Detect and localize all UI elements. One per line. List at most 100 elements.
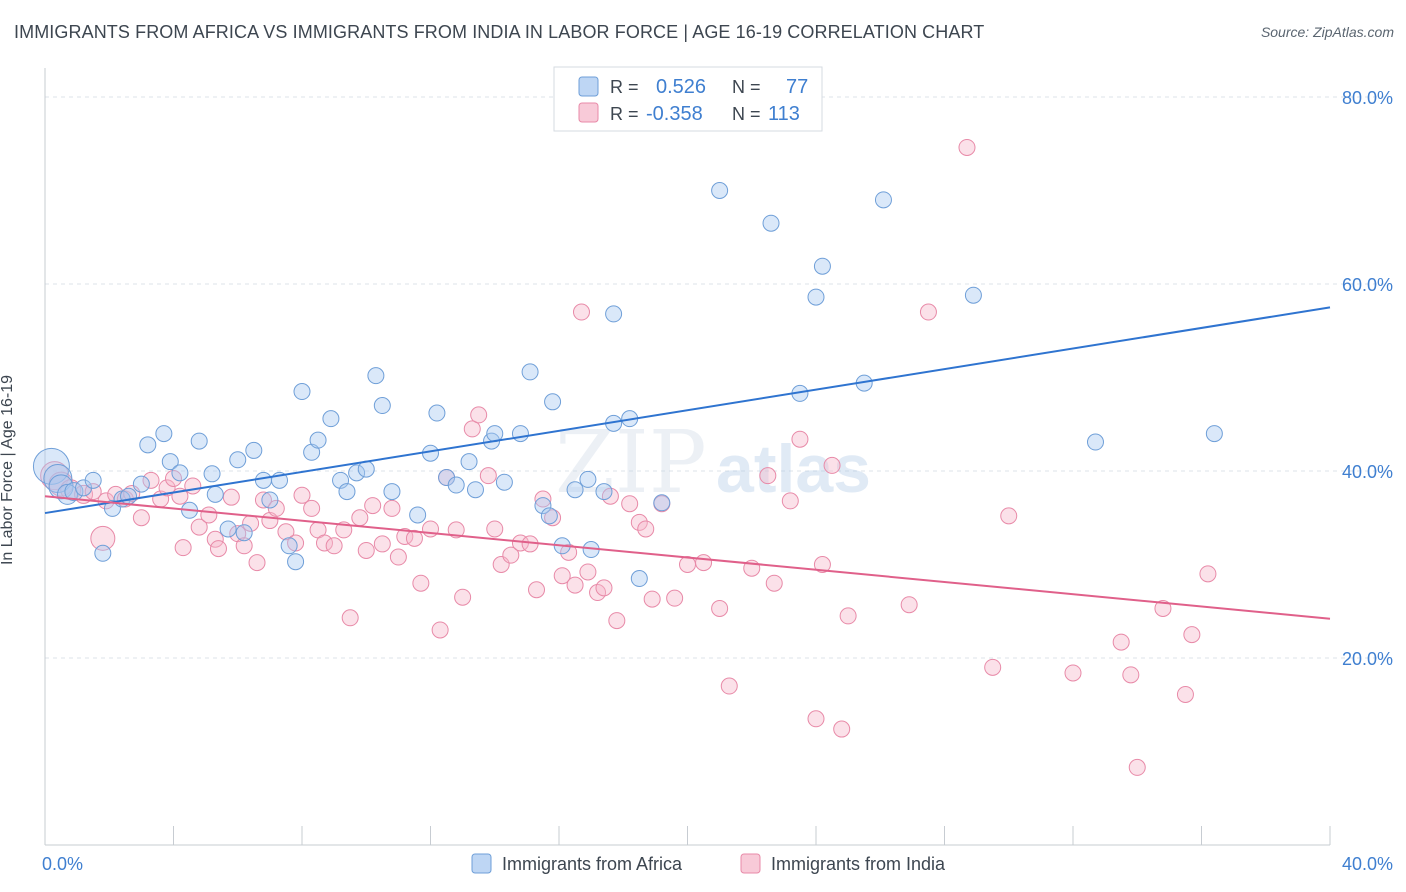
india-point: [174, 539, 192, 557]
india-points: [40, 138, 1217, 776]
africa-point: [171, 464, 189, 482]
india-point: [206, 530, 224, 548]
india-point: [695, 554, 713, 572]
india-point: [132, 509, 150, 527]
bottom-legend-africa-swatch: [471, 853, 492, 874]
india-point: [553, 567, 571, 585]
y-tick-label: 20.0%: [1342, 649, 1393, 669]
india-point: [900, 596, 918, 614]
india-point: [454, 588, 472, 606]
africa-point: [807, 288, 825, 306]
africa-point: [428, 404, 446, 422]
africa-point: [280, 537, 298, 555]
india-trend-line: [44, 495, 1331, 620]
india-point: [431, 621, 449, 639]
india-point: [351, 509, 369, 527]
india-point: [833, 720, 851, 738]
india-point: [293, 486, 311, 504]
africa-point: [1205, 425, 1223, 443]
india-point: [1154, 599, 1172, 617]
india-point: [1064, 664, 1082, 682]
africa-point: [309, 431, 327, 449]
africa-point: [235, 524, 253, 542]
legend-india-n-value: 113: [768, 103, 800, 125]
africa-point: [338, 483, 356, 501]
bottom-legend-africa-label: Immigrants from Africa: [502, 854, 683, 874]
africa-point: [566, 481, 584, 499]
africa-point: [293, 383, 311, 401]
africa-point: [466, 481, 484, 499]
gridlines: [45, 96, 1392, 659]
india-point: [325, 537, 343, 555]
africa-point: [495, 473, 513, 491]
africa-point: [203, 465, 221, 483]
india-point: [566, 576, 584, 594]
legend-india-r-value: -0.358: [646, 103, 703, 125]
india-point: [405, 529, 423, 547]
india-point: [839, 607, 857, 625]
stats-legend-box: [553, 66, 823, 132]
africa-point: [711, 182, 729, 199]
africa-point: [245, 441, 263, 459]
india-point: [165, 469, 182, 487]
india-point: [209, 540, 227, 558]
india-point: [158, 479, 176, 497]
india-point: [422, 520, 439, 538]
india-point: [502, 546, 520, 564]
india-point: [1122, 666, 1140, 684]
africa-point: [409, 506, 427, 524]
y-tick-label: 60.0%: [1342, 275, 1393, 295]
africa-point: [367, 367, 385, 385]
india-point: [315, 534, 333, 552]
india-point: [572, 303, 590, 321]
africa-point: [534, 497, 552, 515]
india-point: [142, 471, 160, 489]
africa-point: [964, 286, 982, 304]
india-point: [534, 490, 552, 508]
africa-point: [161, 453, 179, 471]
africa-point: [94, 544, 112, 562]
india-point: [463, 420, 481, 438]
africa-point: [579, 470, 597, 488]
india-point: [364, 497, 382, 515]
africa-point: [219, 520, 237, 538]
africa-point: [120, 487, 138, 505]
india-point: [1183, 626, 1201, 644]
legend-africa-r-label: R =: [610, 77, 639, 97]
africa-point: [605, 305, 623, 323]
india-point: [637, 520, 655, 538]
india-point: [248, 554, 266, 572]
africa-point: [813, 257, 831, 275]
india-point: [412, 574, 430, 592]
india-point: [200, 506, 218, 524]
india-point: [267, 499, 285, 517]
india-point: [958, 138, 976, 156]
india-point: [1000, 507, 1018, 525]
africa-point: [206, 485, 224, 503]
africa-points: [32, 182, 1223, 588]
india-point: [1199, 565, 1217, 583]
india-point: [984, 658, 1002, 676]
india-point: [528, 581, 546, 599]
x-tick-label-max: 40.0%: [1342, 854, 1393, 874]
india-point: [277, 523, 295, 541]
africa-point: [139, 436, 157, 454]
india-point: [190, 518, 208, 536]
india-point: [357, 541, 375, 559]
africa-point: [630, 570, 648, 588]
india-point: [781, 492, 799, 510]
stats-legend: R = 0.526 N = 77 R = -0.358 N = 113: [553, 66, 823, 132]
india-point: [222, 488, 240, 506]
africa-point: [287, 553, 305, 571]
africa-point: [254, 471, 272, 489]
india-point: [383, 499, 401, 517]
india-point: [608, 612, 626, 630]
india-point: [486, 520, 504, 538]
africa-point: [84, 471, 102, 489]
africa-point: [373, 397, 391, 415]
africa-point: [874, 191, 892, 209]
y-tick-labels: 20.0% 40.0% 60.0% 80.0%: [1342, 88, 1393, 669]
africa-trend-line: [44, 306, 1331, 515]
africa-point: [261, 491, 279, 509]
